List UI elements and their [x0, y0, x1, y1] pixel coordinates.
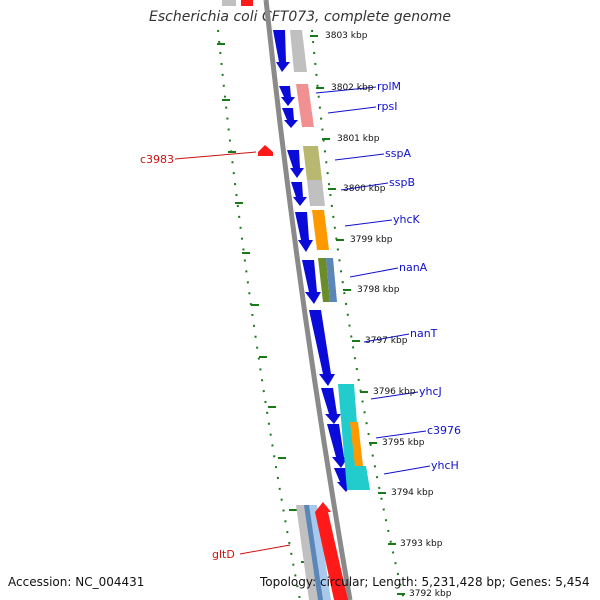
kbp-labels: 3803 kbp 3802 kbp 3801 kbp 3800 kbp 3799… [325, 31, 452, 599]
kbp-label-3801: 3801 kbp [337, 134, 380, 144]
genome-backbone [263, 0, 353, 600]
feature-block-steel-nanA [326, 258, 337, 302]
gene-arrow-c3983 [258, 145, 273, 156]
gene-label-c3976[interactable]: c3976 [427, 424, 461, 437]
partial-gene-top-gray [222, 0, 236, 6]
kbp-label-3800: 3800 kbp [343, 184, 386, 194]
gene-arrow-nanA [302, 260, 321, 304]
gene-arrow-yhcK [295, 212, 313, 252]
genome-title: Escherichia coli CFT073, complete genome [149, 9, 451, 25]
feature-block-pink-rpsI [299, 106, 314, 127]
gene-label-c3983[interactable]: c3983 [140, 153, 174, 166]
gene-arrow-rplM [279, 86, 295, 106]
gene-label-yhcK[interactable]: yhcK [393, 213, 421, 226]
gene-label-yhcJ[interactable]: yhcJ [419, 385, 442, 398]
label-leader-lines [174, 86, 431, 555]
gene-label-rplM[interactable]: rplM [377, 80, 401, 93]
feature-block-gray-1 [290, 30, 307, 72]
feature-block-cyan-yhcH [354, 466, 370, 490]
gene-label-nanT[interactable]: nanT [410, 327, 438, 340]
kbp-label-3793: 3793 kbp [400, 539, 443, 549]
kbp-label-3794: 3794 kbp [391, 488, 434, 498]
gene-label-gltD[interactable]: gltD [212, 548, 235, 561]
feature-block-gray-gltD [296, 505, 320, 600]
outer-left-tick-ring [217, 29, 309, 600]
gene-label-sspA[interactable]: sspA [385, 147, 411, 160]
feature-block-gray-sspB [307, 180, 325, 206]
feature-block-olive-sspA [303, 146, 322, 180]
outer-right-tick-ring [310, 29, 405, 600]
gene-arrow-yhcJ [321, 388, 341, 424]
gene-arrow-nanT [309, 310, 335, 386]
kbp-label-3796: 3796 kbp [373, 387, 416, 397]
gene-arrow-cds-1 [273, 30, 290, 72]
gene-label-nanA[interactable]: nanA [399, 261, 428, 274]
gene-arrow-sspA [287, 150, 304, 178]
kbp-label-3797: 3797 kbp [365, 336, 408, 346]
kbp-label-3795: 3795 kbp [382, 438, 425, 448]
forward-gene-labels: rplM rpsI sspA sspB yhcK nanA nanT yhcJ … [377, 80, 461, 472]
kbp-label-3799: 3799 kbp [350, 235, 393, 245]
kbp-label-3798: 3798 kbp [357, 285, 400, 295]
gene-arrow-gltD [315, 502, 348, 600]
bottom-features [258, 145, 348, 600]
forward-strand-genes [273, 30, 353, 492]
gene-arrow-sspB [291, 182, 307, 206]
feature-block-orange-c3976 [350, 422, 363, 466]
kbp-label-3792: 3792 kbp [409, 589, 452, 599]
partial-gene-top-red [241, 0, 253, 6]
feature-block-orange-yhcK [312, 210, 329, 250]
kbp-label-3803: 3803 kbp [325, 31, 368, 41]
gene-label-rpsI[interactable]: rpsI [377, 100, 397, 113]
accession-text: Accession: NC_004431 [8, 575, 145, 589]
kbp-label-3802: 3802 kbp [331, 83, 374, 93]
topology-text: Topology: circular; Length: 5,231,428 bp… [260, 575, 590, 589]
gene-label-sspB[interactable]: sspB [389, 176, 415, 189]
gene-arrow-c3976 [327, 424, 348, 468]
gene-label-yhcH[interactable]: yhcH [431, 459, 459, 472]
feature-block-pink-rplM [296, 84, 311, 106]
gene-arrow-rpsI [282, 108, 298, 128]
feature-blocks [290, 30, 370, 490]
feature-block-lightblue-gltD [309, 505, 331, 600]
reverse-gene-labels: c3983 gltD [140, 153, 235, 561]
